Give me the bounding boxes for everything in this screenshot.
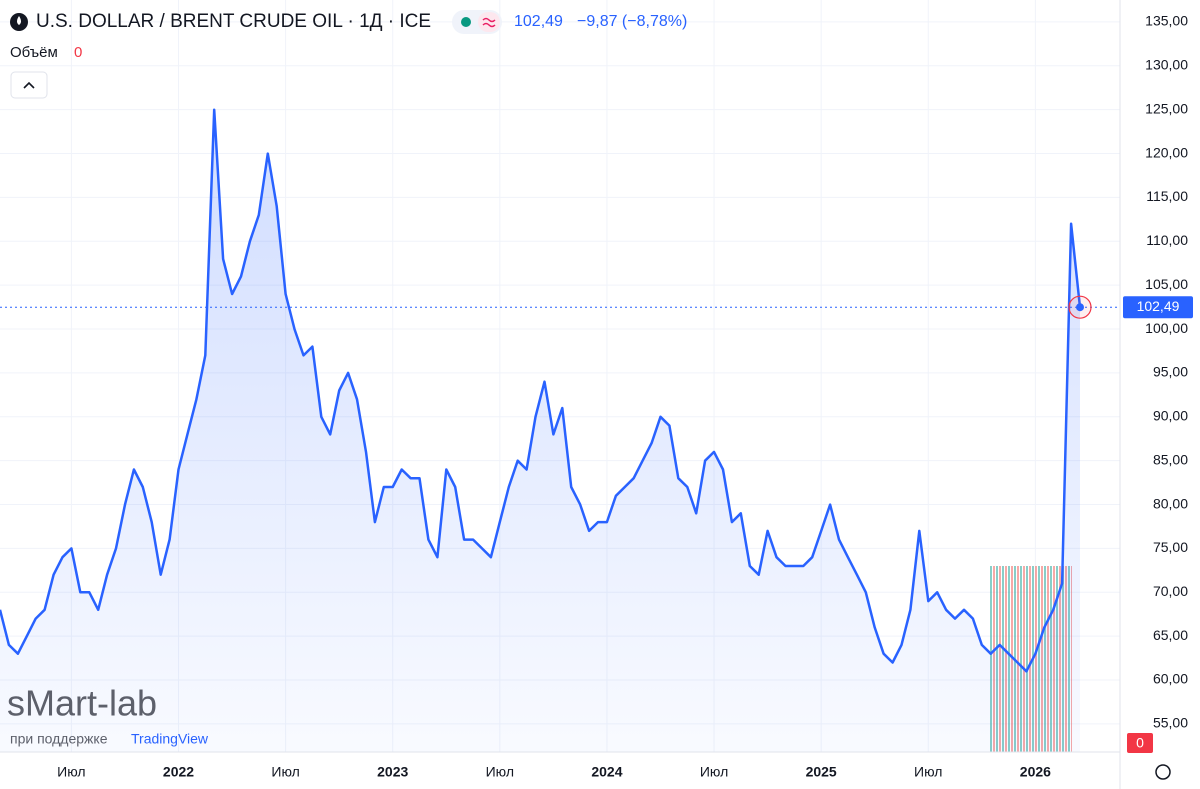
y-tick-label: 80,00 [1153,495,1188,511]
volume-axis-value: 0 [1136,735,1144,751]
volume-value: 0 [74,44,82,61]
y-tick-label: 105,00 [1145,276,1188,292]
status-delay [478,12,500,32]
x-tick-label: 2023 [377,764,408,780]
chart-title: U.S. DOLLAR / BRENT CRUDE OIL · 1Д · ICE [36,11,431,32]
y-tick-label: 115,00 [1146,188,1188,204]
y-tick-label: 120,00 [1145,144,1188,160]
y-tick-label: 55,00 [1153,715,1188,731]
header-change: −9,87 (−8,78%) [577,13,687,30]
x-tick-label: Июл [271,764,299,780]
last-point [1076,303,1084,312]
settings-button[interactable] [1155,764,1171,780]
header-price: 102,49 [514,13,563,30]
labels: 55,00 60,00 65,00 70,00 75,00 80,00 85,00 90,00… [57,13,1193,780]
x-tick-label: Июл [57,764,85,780]
y-tick-label: 95,00 [1153,364,1188,380]
x-tick-label: Июл [914,764,942,780]
volume-axis-badge [1127,733,1153,753]
last-price-label: 102,49 [1137,298,1180,314]
support-brand: TradingView [131,731,209,747]
y-tick-label: 70,00 [1153,583,1188,599]
y-tick-label: 130,00 [1145,57,1188,73]
support-text: при поддержке [10,731,108,747]
y-tick-label: 90,00 [1153,408,1188,424]
x-tick-label: Июл [486,764,514,780]
collapse-button[interactable] [10,71,48,99]
watermark: sMart-lab [7,683,157,724]
status-delay-icon [482,17,496,28]
x-tick-label: 2022 [163,764,194,780]
x-tick-label: 2026 [1020,764,1051,780]
x-tick-label: 2024 [591,764,622,780]
y-tick-label: 85,00 [1153,451,1188,467]
y-tick-label: 125,00 [1145,100,1188,116]
collapse-icon [23,81,35,89]
volume-label: Объём [10,44,58,61]
y-tick-label: 75,00 [1153,539,1188,555]
y-tick-label: 135,00 [1145,13,1188,29]
last-price-badge [1123,296,1193,319]
x-tick-label: 2025 [806,764,837,780]
x-tick-label: Июл [700,764,728,780]
symbol-icon-drop [17,16,21,25]
status-dot [461,17,471,27]
y-tick-label: 100,00 [1145,320,1188,336]
y-tick-label: 65,00 [1153,627,1188,643]
y-tick-label: 60,00 [1153,671,1188,687]
plot [0,108,1120,752]
area-fill [0,109,1080,752]
y-tick-label: 110,00 [1146,232,1188,248]
price-line [0,108,1082,673]
